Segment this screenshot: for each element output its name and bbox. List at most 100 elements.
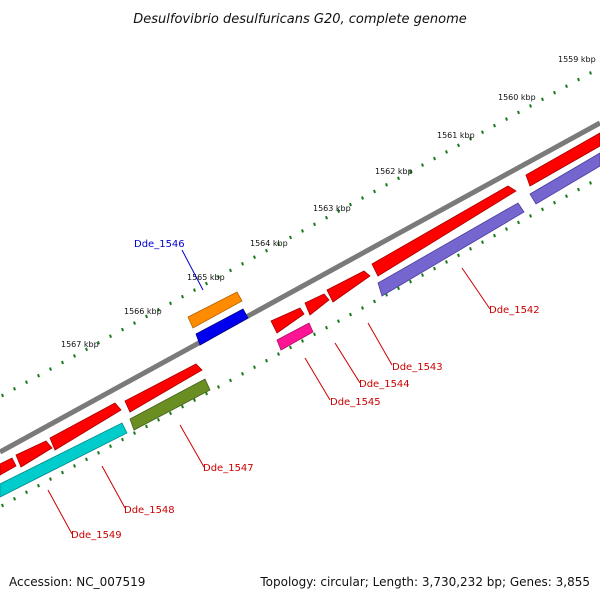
tick-mark [193, 398, 196, 402]
tick-rows [1, 71, 592, 508]
gene-arrow-dde-1542[interactable] [377, 202, 525, 297]
tick-mark [337, 319, 340, 323]
tick-mark [577, 187, 580, 192]
gene-arrow[interactable] [124, 363, 203, 413]
gene-labels: Dde_1542 Dde_1543 Dde_1544 Dde_1545 Dde_… [71, 239, 540, 541]
tick-mark [289, 345, 292, 350]
gene-label-dde-1546[interactable]: Dde_1546 [134, 239, 185, 250]
tick-label-1561: 1561 kbp [437, 131, 475, 140]
tick-mark [169, 301, 172, 306]
gene-label-dde-1542[interactable]: Dde_1542 [489, 305, 540, 316]
tick-mark [433, 266, 436, 271]
tick-mark [373, 189, 376, 194]
gene-arrow-dde-1545[interactable] [276, 322, 314, 351]
tick-mark [61, 360, 64, 365]
tick-mark [385, 183, 388, 187]
tick-mark [577, 77, 580, 82]
tick-mark [73, 464, 76, 468]
tick-mark [97, 450, 100, 455]
tick-mark [1, 503, 4, 508]
tick-mark [85, 347, 88, 352]
tick-mark [181, 294, 184, 299]
tick-mark [205, 281, 208, 286]
gene-arrow[interactable] [0, 457, 17, 476]
tick-mark [253, 365, 256, 370]
tick-mark [457, 253, 460, 258]
tick-mark [337, 209, 340, 213]
gene-arrow[interactable] [529, 152, 600, 205]
tick-mark [421, 163, 424, 167]
topology-text: Topology: circular; Length: 3,730,232 bp… [259, 575, 590, 589]
tick-mark [109, 444, 112, 448]
gene-arrow-dde-1544[interactable] [326, 270, 371, 303]
gene-arrow-dde-1543[interactable] [304, 293, 330, 316]
tick-label-1560: 1560 kbp [498, 93, 536, 102]
tick-mark [1, 393, 4, 398]
tick-mark [277, 352, 280, 356]
tick-mark [301, 229, 304, 233]
tick-mark [133, 431, 136, 435]
tick-mark [349, 312, 352, 317]
tick-mark [241, 261, 244, 266]
tick-mark [289, 235, 292, 240]
tick-mark [49, 367, 52, 371]
gene-arrow-dde-1548[interactable] [0, 422, 128, 498]
gene-arrow[interactable] [15, 440, 53, 468]
tick-mark [529, 104, 532, 108]
gene-arrow-dde-1546[interactable] [187, 291, 243, 329]
tick-mark [517, 220, 520, 225]
gene-label-dde-1547[interactable]: Dde_1547 [203, 463, 254, 474]
gene-arrow[interactable] [195, 308, 249, 346]
tick-mark [589, 71, 592, 75]
gene-arrow[interactable] [49, 402, 122, 451]
tick-mark [589, 181, 592, 185]
tick-mark [361, 196, 364, 200]
tick-mark [265, 358, 268, 363]
tick-mark [301, 339, 304, 343]
tick-mark [157, 308, 160, 312]
tick-mark [157, 418, 160, 422]
gene-arrow[interactable] [270, 307, 305, 334]
tick-mark [481, 130, 484, 135]
tick-mark [277, 242, 280, 246]
tick-mark [145, 314, 148, 319]
tick-mark [505, 227, 508, 231]
gene-label-dde-1543[interactable]: Dde_1543 [392, 362, 443, 373]
genome-backbone [0, 120, 600, 455]
tick-mark [469, 246, 472, 251]
tick-label-1567: 1567 kbp [61, 340, 99, 349]
tick-label-1563: 1563 kbp [313, 204, 351, 213]
tick-mark [313, 222, 316, 227]
gene-arrow[interactable] [525, 132, 600, 187]
tick-mark [169, 411, 172, 416]
gene-label-dde-1545[interactable]: Dde_1545 [330, 397, 381, 408]
tick-label-1559: 1559 kbp [558, 55, 596, 64]
gene-label-dde-1549[interactable]: Dde_1549 [71, 530, 122, 541]
gene-features [0, 132, 600, 498]
tick-mark [241, 371, 244, 376]
tick-mark [325, 325, 328, 330]
tick-mark [97, 340, 100, 345]
tick-mark [361, 306, 364, 310]
tick-mark [553, 90, 556, 95]
gene-label-dde-1548[interactable]: Dde_1548 [124, 505, 175, 516]
tick-mark [145, 424, 148, 429]
tick-label-1565: 1565 kbp [187, 273, 225, 282]
tick-mark [445, 150, 448, 154]
tick-mark [85, 457, 88, 462]
tick-mark [265, 248, 268, 253]
tick-mark [409, 279, 412, 284]
tick-mark [433, 156, 436, 161]
gene-arrow[interactable] [371, 185, 517, 277]
tick-mark [529, 214, 532, 218]
tick-mark [541, 97, 544, 102]
tick-mark [481, 240, 484, 245]
tick-mark [421, 273, 424, 277]
tick-mark [553, 200, 556, 205]
gene-label-dde-1544[interactable]: Dde_1544 [359, 379, 410, 390]
tick-mark [397, 286, 400, 291]
tick-mark [565, 84, 568, 88]
gene-arrow-dde-1547[interactable] [129, 378, 211, 431]
tick-mark [61, 470, 64, 475]
